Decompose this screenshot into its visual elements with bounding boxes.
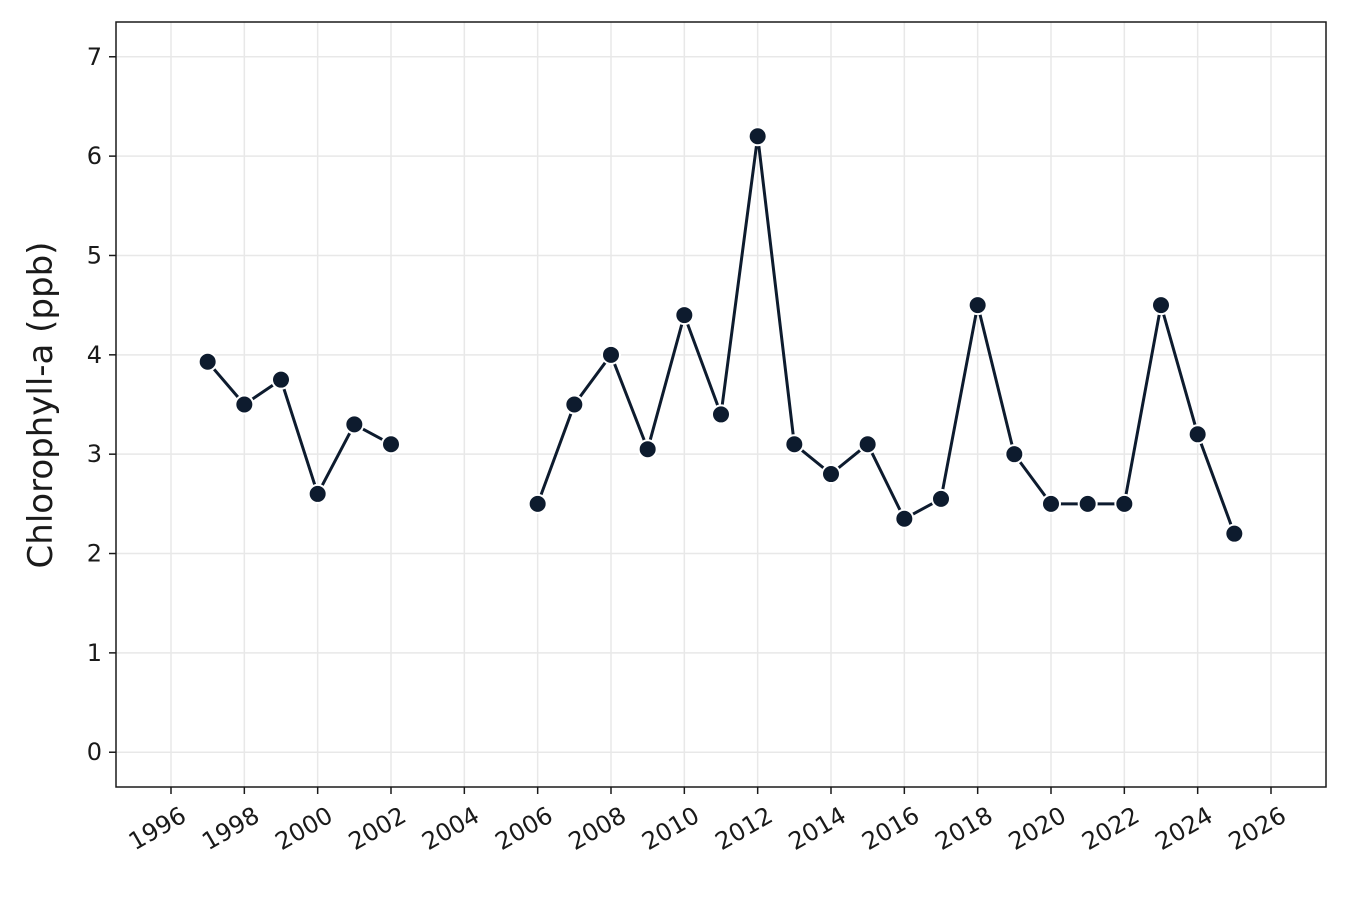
data-point [857,434,878,455]
series-layer [206,134,1236,535]
data-point [711,404,731,425]
data-point [307,483,328,504]
x-tick-label: 2018 [931,801,998,856]
data-point [637,439,658,460]
data-point [527,493,548,514]
y-tick-label: 4 [87,341,102,369]
data-point [784,434,805,455]
data-points [197,126,1245,544]
x-tick-label: 2002 [344,801,411,856]
data-point [894,508,915,529]
y-axis-ticks: 0 1 2 3 4 5 6 7 [87,43,116,766]
x-tick-label: 2012 [711,801,778,856]
data-point [1187,424,1208,445]
data-point [1077,493,1098,514]
x-tick-label: 2014 [784,801,851,856]
x-tick-label: 2000 [271,801,338,856]
x-tick-label: 1998 [197,801,264,856]
y-tick-label: 2 [87,540,102,568]
data-point [271,369,291,390]
grid-lines [116,22,1326,787]
data-point [234,394,255,415]
y-tick-label: 6 [87,142,102,170]
y-tick-label: 5 [87,241,102,269]
x-axis-ticks: 1996 1998 2000 2002 2004 2006 2008 2010 2012 2014… [124,787,1291,856]
data-point [1114,493,1135,514]
x-tick-label: 2022 [1077,801,1144,856]
y-tick-label: 1 [87,639,102,667]
x-tick-label: 1996 [124,801,191,856]
data-point [674,305,695,326]
data-point [1151,295,1171,316]
data-point [821,464,841,485]
y-tick-label: 7 [87,43,102,71]
x-tick-label: 2026 [1224,801,1291,856]
x-tick-label: 2008 [564,801,631,856]
y-tick-label: 3 [87,440,102,468]
data-point [1041,493,1061,514]
x-tick-label: 2004 [417,801,484,856]
x-tick-label: 2016 [857,801,924,856]
data-point [931,488,951,509]
data-point [1004,444,1025,465]
series-line-segment [536,134,1236,535]
x-tick-label: 2010 [637,801,704,856]
data-point [1224,523,1245,544]
data-point [601,344,621,365]
data-point [967,295,988,316]
data-point [197,351,218,372]
data-point [381,434,401,455]
x-tick-label: 2024 [1151,801,1218,856]
data-point [564,394,585,415]
x-tick-label: 2020 [1004,801,1071,856]
y-axis-title: Chlorophyll-a (ppb) [21,242,61,569]
y-tick-label: 0 [87,738,102,766]
data-point [344,414,365,435]
plot-frame [115,21,1327,788]
data-point [747,126,768,147]
x-tick-label: 2006 [491,801,558,856]
